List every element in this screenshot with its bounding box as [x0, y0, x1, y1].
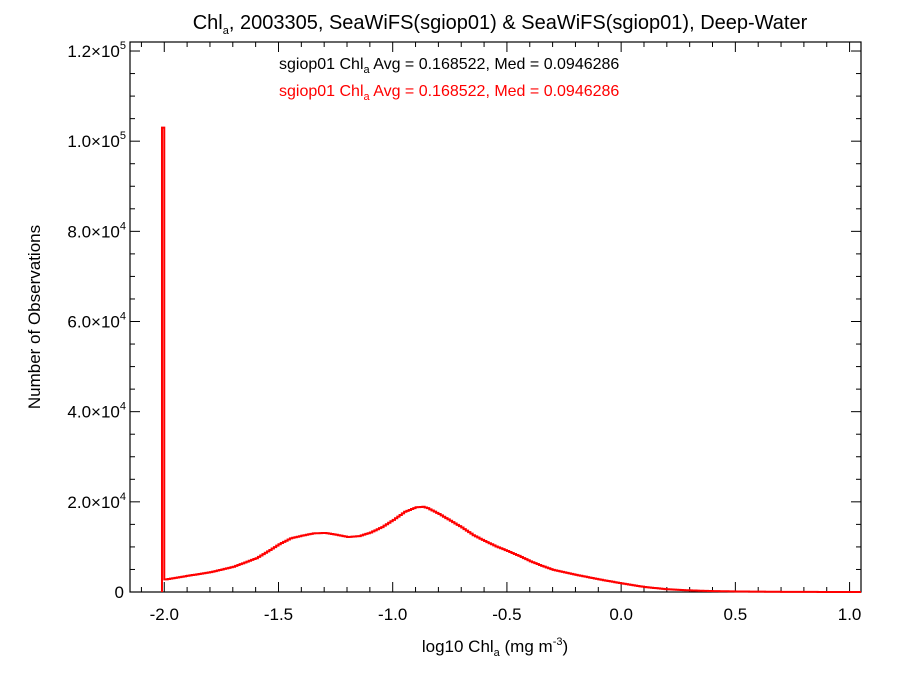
- y-tick-label: 2.0×104: [67, 491, 126, 512]
- chart-title: Chla, 2003305, SeaWiFS(sgiop01) & SeaWiF…: [193, 12, 808, 37]
- y-tick-label: 0: [115, 583, 124, 602]
- x-tick-label: 1.0: [838, 605, 862, 624]
- x-tick-label: -1.5: [264, 605, 293, 624]
- y-tick-label: 8.0×104: [67, 220, 126, 241]
- y-axis-label: Number of Observations: [25, 225, 44, 409]
- x-ticks: -2.0 -1.5 -1.0 -0.5 0.0 0.5 1.0: [140, 42, 862, 624]
- x-axis-label: log10 Chla (mg m-3): [422, 636, 568, 659]
- x-tick-label: -2.0: [150, 605, 179, 624]
- plot-frame: [129, 41, 862, 593]
- legend-entry-red: sgiop01 Chla Avg = 0.168522, Med = 0.094…: [279, 83, 619, 103]
- legend: sgiop01 Chla Avg = 0.168522, Med = 0.094…: [279, 56, 619, 103]
- x-tick-label: -1.0: [378, 605, 407, 624]
- y-tick-label: 1.2×105: [67, 40, 126, 61]
- histogram-series-0: [160, 126, 861, 593]
- y-tick-label: 4.0×104: [67, 401, 126, 422]
- x-tick-label: 0.5: [724, 605, 748, 624]
- y-tick-label: 6.0×104: [67, 311, 126, 332]
- x-tick-label: -0.5: [492, 605, 521, 624]
- legend-entry-black: sgiop01 Chla Avg = 0.168522, Med = 0.094…: [279, 56, 619, 76]
- y-tick-label: 1.0×105: [67, 130, 126, 151]
- x-tick-label: 0.0: [609, 605, 633, 624]
- y-ticks: 0 2.0×104 4.0×104 6.0×104 8.0×104 1.0×105 1.2×…: [67, 40, 861, 602]
- series-layer: [160, 126, 861, 593]
